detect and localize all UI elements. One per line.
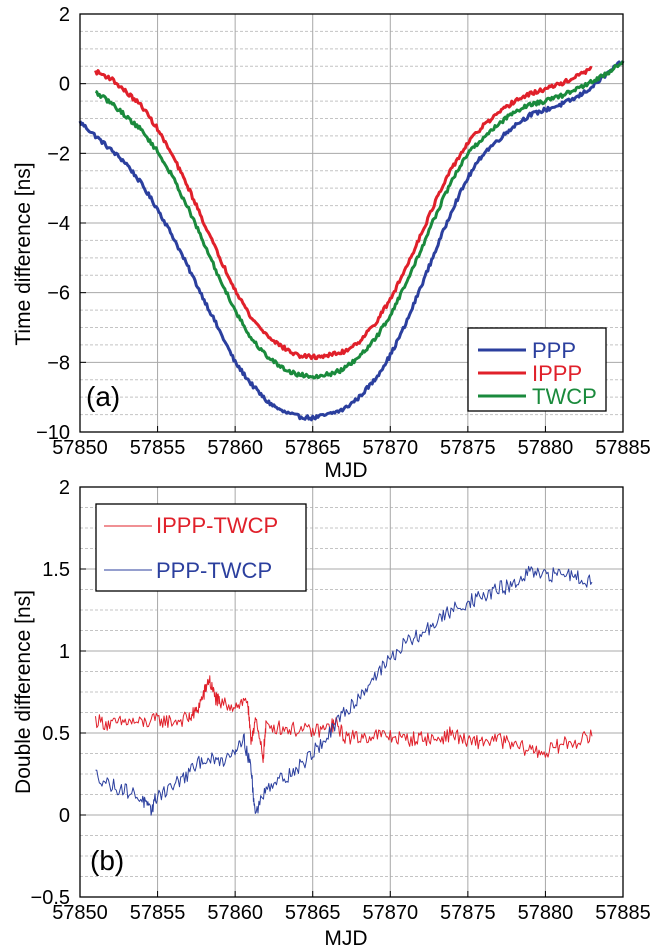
y-tick-label: −0.5: [31, 887, 70, 909]
series-line-ippp: [94, 66, 593, 361]
x-tick-label: 57880: [518, 437, 574, 459]
panel-a: 57850 57855 57860 57865 57870 57875 57880 57885…: [12, 4, 651, 482]
y-tick-label: −4: [47, 213, 70, 235]
y-axis-title-a: Time difference [ns]: [12, 162, 35, 345]
y-tick-label: −8: [47, 352, 70, 374]
legend-label-ippp: IPPP: [532, 361, 582, 386]
y-tick-label: −2: [47, 143, 70, 165]
plot-frame-b: [79, 486, 624, 898]
y-tick-label: 0.5: [42, 723, 70, 745]
legend-label-ppp-twcp: PPP-TWCP: [156, 558, 272, 583]
legend-label-ppp: PPP: [532, 338, 576, 363]
x-tick-label: 57865: [285, 902, 341, 924]
y-axis-title-b: Double difference [ns]: [12, 590, 35, 794]
x-tick-label: 57885: [595, 437, 651, 459]
legend-b: IPPP-TWCP PPP-TWCP: [95, 503, 307, 592]
legend-label-twcp: TWCP: [532, 384, 597, 409]
y-tick-label: 2: [59, 477, 70, 499]
y-tick-label: 0: [59, 74, 70, 96]
legend-box-b: [95, 503, 307, 592]
x-tick-label: 57880: [518, 902, 574, 924]
y-tick-label: 1.5: [42, 559, 70, 581]
x-tick-label: 57850: [52, 437, 108, 459]
x-tick-label: 57865: [285, 437, 341, 459]
x-tick-label: 57855: [130, 902, 186, 924]
panel-label-b: (b): [90, 845, 124, 876]
x-tick-label: 57860: [207, 437, 263, 459]
x-tick-label: 57850: [52, 902, 108, 924]
x-tick-label: 57860: [207, 902, 263, 924]
panel-b: 57850 57855 57860 57865 57870 57875 57880 57885…: [12, 477, 651, 947]
x-tick-label: 57875: [440, 902, 496, 924]
x-tick-label: 57875: [440, 437, 496, 459]
x-tick-label: 57855: [130, 437, 186, 459]
y-tick-label: 0: [59, 805, 70, 827]
x-axis-title-b: MJD: [324, 927, 367, 947]
legend-a: PPP IPPP TWCP: [467, 327, 607, 412]
legend-label-ippp-twcp: IPPP-TWCP: [156, 513, 278, 538]
x-tick-label: 57870: [362, 437, 418, 459]
y-tick-label: −6: [47, 283, 70, 305]
series-line-ppp: [78, 60, 625, 422]
x-tick-label: 57885: [595, 902, 651, 924]
x-axis-title-a: MJD: [324, 459, 367, 482]
series-line-twcp: [94, 60, 625, 380]
y-tick-label: 1: [59, 641, 70, 663]
series-line-ppp-twcp: [95, 565, 593, 816]
y-tick-label: −10: [36, 422, 70, 444]
series-line-ippp-twcp: [95, 675, 593, 763]
x-tick-label: 57870: [362, 902, 418, 924]
panel-label-a: (a): [86, 381, 120, 412]
y-tick-label: 2: [59, 4, 70, 26]
